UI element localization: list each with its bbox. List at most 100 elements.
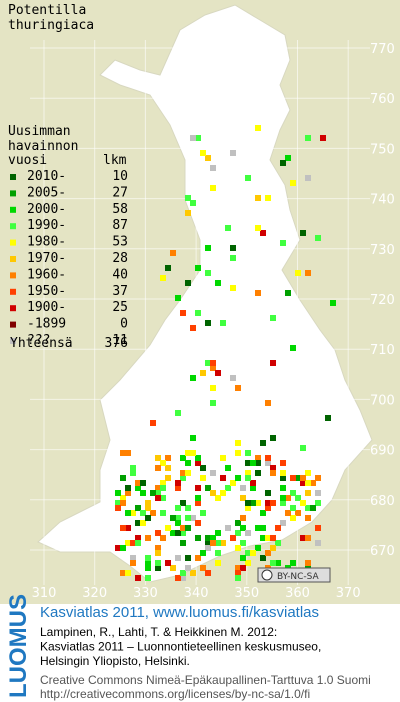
legend-year-header: vuosi — [8, 153, 47, 168]
observation-square — [295, 510, 301, 516]
observation-square — [155, 465, 161, 471]
observation-square — [185, 210, 191, 216]
observation-square — [120, 450, 126, 456]
observation-square — [125, 570, 131, 576]
observation-square — [185, 280, 191, 286]
observation-square — [120, 570, 126, 576]
observation-square — [300, 500, 306, 506]
observation-square — [245, 475, 251, 481]
observation-square — [185, 555, 191, 561]
observation-square — [315, 540, 321, 546]
observation-square — [250, 550, 256, 556]
observation-square — [240, 495, 246, 501]
observation-square — [255, 500, 261, 506]
observation-square — [225, 525, 231, 531]
observation-square — [130, 555, 136, 561]
observation-square — [180, 525, 186, 531]
observation-square — [125, 525, 131, 531]
observation-square — [305, 175, 311, 181]
observation-square — [145, 575, 151, 581]
observation-square — [245, 530, 251, 536]
observation-square — [185, 505, 191, 511]
legend: 2010- 10 2005- 27 2000- 58 1990- 87 1980- 53 1970-… — [10, 169, 128, 351]
logo: LUOMUS — [5, 594, 32, 698]
observation-square — [155, 565, 161, 571]
grid-label: 350 — [234, 586, 259, 601]
observation-square — [280, 495, 286, 501]
observation-square — [300, 535, 306, 541]
legend-count: 40 — [112, 267, 128, 282]
legend-swatch — [10, 288, 16, 295]
observation-square — [250, 460, 256, 466]
grid-label: 690 — [370, 444, 395, 459]
observation-square — [245, 550, 251, 556]
observation-square — [180, 500, 186, 506]
legend-label: 1960- — [27, 267, 66, 282]
cc-badge: BY-NC-SA — [257, 567, 331, 583]
observation-square — [225, 465, 231, 471]
observation-square — [230, 245, 236, 251]
observation-square — [230, 480, 236, 486]
observation-square — [305, 470, 311, 476]
grid-label: 680 — [370, 494, 395, 509]
observation-square — [195, 455, 201, 461]
observation-square — [160, 275, 166, 281]
observation-square — [200, 370, 206, 376]
legend-swatch — [10, 223, 16, 230]
observation-square — [300, 475, 306, 481]
observation-square — [120, 495, 126, 501]
observation-square — [120, 475, 126, 481]
legend-swatch — [10, 174, 16, 180]
observation-square — [250, 500, 256, 506]
observation-square — [215, 540, 221, 546]
observation-square — [305, 560, 311, 566]
observation-square — [145, 505, 151, 511]
observation-square — [170, 515, 176, 521]
observation-square — [260, 230, 266, 236]
observation-square — [255, 525, 261, 531]
observation-square — [200, 550, 206, 556]
grid-label: 370 — [336, 586, 361, 601]
observation-square — [285, 495, 291, 501]
observation-square — [175, 555, 181, 561]
observation-square — [160, 485, 166, 491]
observation-square — [210, 535, 216, 541]
observation-square — [305, 135, 311, 141]
observation-square — [165, 455, 171, 461]
observation-square — [265, 455, 271, 461]
observation-square — [300, 480, 306, 486]
observation-square — [195, 135, 201, 141]
observation-square — [235, 545, 241, 551]
observation-square — [290, 180, 296, 186]
observation-square — [215, 495, 221, 501]
observation-square — [290, 560, 296, 566]
observation-square — [140, 520, 146, 526]
observation-square — [235, 440, 241, 446]
observation-square — [130, 465, 136, 471]
grid-label: 750 — [370, 142, 395, 157]
observation-square — [305, 505, 311, 511]
observation-square — [315, 525, 321, 531]
observation-square — [140, 510, 146, 516]
observation-square — [240, 565, 246, 571]
observation-square — [220, 490, 226, 496]
observation-square — [180, 310, 186, 316]
observation-square — [195, 495, 201, 501]
legend-swatch — [10, 190, 16, 197]
observation-square — [255, 290, 261, 296]
observation-square — [255, 195, 261, 201]
observation-square — [270, 465, 276, 471]
observation-square — [305, 270, 311, 276]
observation-square — [265, 400, 271, 406]
grid-label: 340 — [184, 586, 209, 601]
grid-label: 320 — [82, 586, 107, 601]
observation-square — [295, 495, 301, 501]
observation-square — [165, 525, 171, 531]
observation-square — [240, 515, 246, 521]
observation-square — [220, 320, 226, 326]
legend-total-label: Yhteensä — [10, 336, 73, 351]
legend-swatch — [10, 256, 16, 262]
legend-count: 58 — [112, 202, 128, 217]
legend-label: 2010- — [27, 169, 66, 184]
